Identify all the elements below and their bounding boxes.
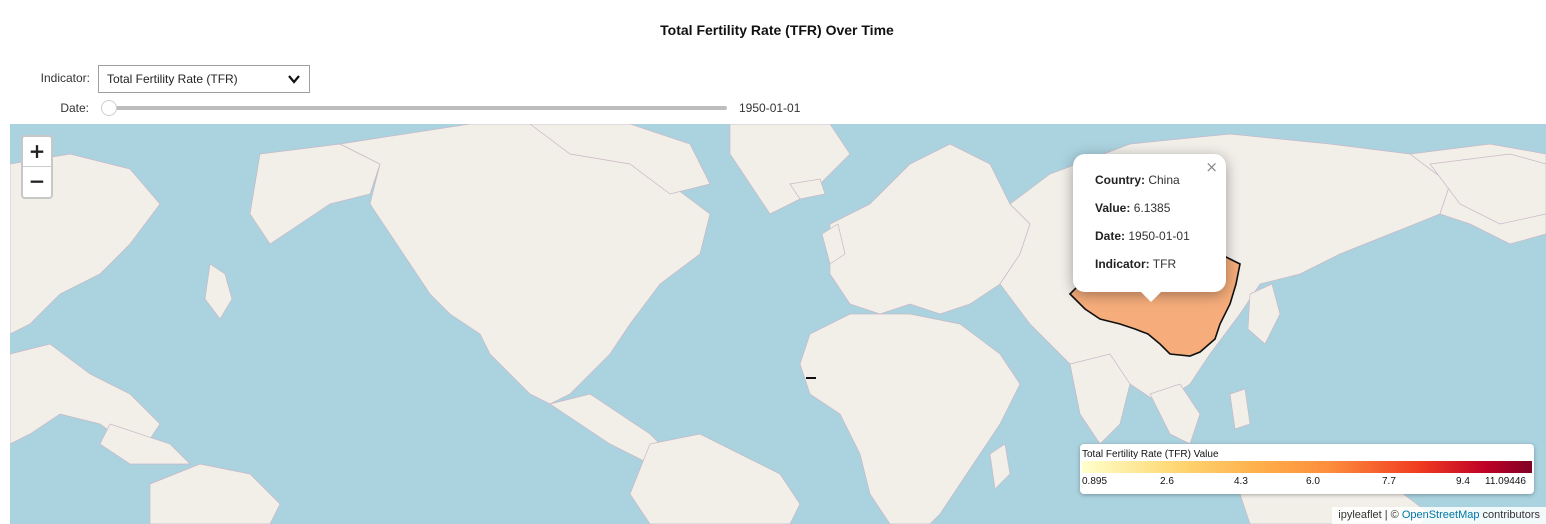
land-iceland: [789, 178, 826, 200]
date-label: Date:: [60, 101, 89, 115]
close-icon[interactable]: ×: [1205, 158, 1218, 176]
land-south-america: [629, 433, 801, 524]
world-map[interactable]: + − × Country: China Value: 6.1385 Date:…: [10, 124, 1546, 524]
zoom-out-button[interactable]: −: [28, 169, 46, 193]
legend-tick: 2.6: [1160, 476, 1174, 487]
land-russia-far-east-west: [10, 153, 161, 335]
popup-value: 1950-01-01: [1128, 229, 1190, 243]
slider-handle[interactable]: [101, 100, 117, 116]
popup-value: China: [1148, 173, 1180, 187]
date-readout: 1950-01-01: [739, 101, 801, 115]
legend-tick: 11.09446: [1485, 476, 1526, 487]
attribution-suffix: contributors: [1479, 509, 1540, 521]
attribution-prefix: ipyleaflet | ©: [1338, 509, 1402, 521]
land-uk: [821, 223, 846, 265]
popup-row-value: Value: 6.1385: [1095, 201, 1226, 229]
legend-tick: 7.7: [1382, 476, 1396, 487]
land-philippines: [1229, 388, 1251, 430]
land-africa: [799, 313, 1021, 524]
popup-row-date: Date: 1950-01-01: [1095, 229, 1226, 257]
map-attribution: ipyleaflet | © OpenStreetMap contributor…: [1332, 507, 1546, 524]
popup-row-country: Country: China: [1095, 173, 1226, 201]
page-title: Total Fertility Rate (TFR) Over Time: [660, 22, 894, 38]
popup-value: TFR: [1152, 257, 1177, 271]
legend-tick: 4.3: [1234, 476, 1248, 487]
land-greenland: [729, 124, 851, 215]
slider-track[interactable]: [101, 106, 727, 110]
legend-color-bar: [1082, 461, 1532, 473]
land-japan-west: [204, 263, 233, 320]
land-arctic-islands: [529, 124, 711, 195]
land-southeast-asia: [1149, 383, 1201, 445]
land-madagascar: [989, 443, 1011, 490]
popup-key: Date:: [1095, 229, 1126, 243]
zoom-in-button[interactable]: +: [23, 137, 51, 167]
indicator-selected-value: Total Fertility Rate (TFR): [107, 72, 238, 86]
popup-value: 6.1385: [1133, 201, 1171, 215]
land-japan: [1247, 283, 1281, 345]
land-alaska: [249, 143, 381, 245]
popup-row-indicator: Indicator: TFR: [1095, 257, 1226, 285]
color-legend: Total Fertility Rate (TFR) Value 0.895 2…: [1080, 444, 1534, 494]
legend-tick: 0.895: [1082, 476, 1108, 487]
land-india: [1069, 353, 1131, 445]
chevron-down-icon: [288, 75, 300, 84]
date-slider[interactable]: [101, 100, 727, 116]
legend-tick: 9.4: [1456, 476, 1470, 487]
openstreetmap-link[interactable]: OpenStreetMap: [1401, 509, 1480, 521]
popup-key: Indicator:: [1095, 257, 1150, 271]
legend-tick: 6.0: [1306, 476, 1320, 487]
popup-tip: [1141, 292, 1161, 302]
land-islands-west: [99, 423, 191, 465]
land-australia-west: [149, 463, 281, 524]
legend-title: Total Fertility Rate (TFR) Value: [1082, 449, 1219, 460]
zoom-control: + −: [21, 135, 53, 199]
country-popup: × Country: China Value: 6.1385 Date: 195…: [1073, 154, 1226, 302]
popup-key: Value:: [1095, 201, 1131, 215]
land-europe: [829, 143, 1031, 315]
popup-key: Country:: [1095, 173, 1145, 187]
indicator-dropdown[interactable]: Total Fertility Rate (TFR): [98, 65, 310, 93]
land-alaska-east: [1429, 153, 1546, 225]
indicator-label: Indicator:: [40, 71, 90, 85]
